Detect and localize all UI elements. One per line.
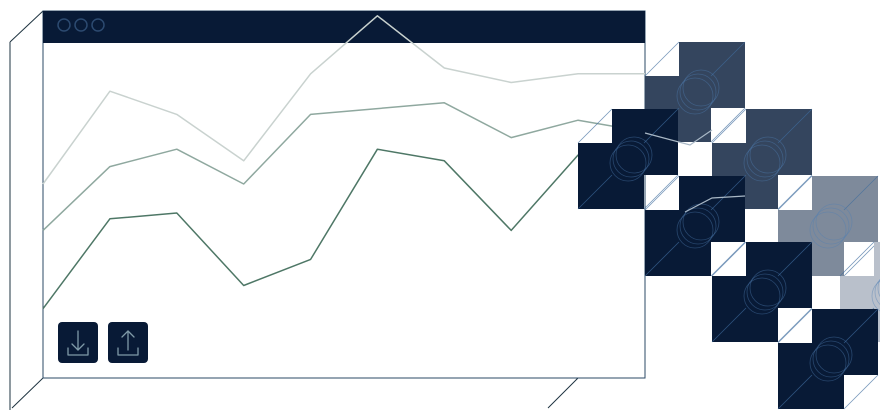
cube-ring xyxy=(749,269,787,307)
chart-line-1 xyxy=(42,15,645,185)
cube-ring xyxy=(743,144,781,182)
cube-edges xyxy=(644,175,746,277)
cube-edges xyxy=(839,241,875,343)
maximize-dot[interactable] xyxy=(91,18,105,32)
cube-ring xyxy=(676,211,714,249)
cube-ring xyxy=(682,69,720,107)
cube-ring xyxy=(612,140,650,178)
cube-4 xyxy=(644,175,746,277)
download-icon xyxy=(67,330,89,356)
cube-edges xyxy=(777,308,879,410)
window-titlebar xyxy=(43,11,645,43)
window-frame xyxy=(42,10,646,379)
cube-ring xyxy=(749,136,787,174)
cube-ring xyxy=(815,203,853,241)
cube-ring xyxy=(877,278,880,298)
cube-edges xyxy=(711,241,813,343)
line-chart xyxy=(42,15,646,310)
cube-2 xyxy=(577,108,679,210)
cube-ring xyxy=(676,77,714,115)
cube-ring xyxy=(812,207,850,245)
upload-icon xyxy=(117,330,139,356)
cube-ring xyxy=(679,73,717,111)
cube-8 xyxy=(777,308,879,410)
cube-edges xyxy=(711,108,813,210)
cube-ring xyxy=(743,277,781,315)
cube-ring xyxy=(874,278,880,306)
cube-ring xyxy=(615,136,653,174)
cube-edges xyxy=(644,41,746,143)
upload-button[interactable] xyxy=(108,322,148,363)
cube-ring xyxy=(871,280,880,312)
cube-edges xyxy=(777,175,879,277)
chart-line-2 xyxy=(42,102,646,231)
cube-ring xyxy=(815,336,853,374)
window-controls xyxy=(57,18,105,32)
close-dot[interactable] xyxy=(57,18,71,32)
cube-stack xyxy=(577,41,880,410)
cube-ring xyxy=(679,207,717,245)
minimize-dot[interactable] xyxy=(74,18,88,32)
cube-ring xyxy=(746,140,784,178)
cube-chart-fragment xyxy=(684,195,746,213)
cube-back-face xyxy=(874,242,880,308)
cube-edges xyxy=(577,108,679,210)
cube-6 xyxy=(711,241,813,343)
cube-ring xyxy=(809,344,847,382)
cube-ring xyxy=(746,273,784,311)
cube-ring xyxy=(812,340,850,378)
download-button[interactable] xyxy=(58,322,98,363)
cube-chart-fragment xyxy=(644,129,713,146)
cube-ring xyxy=(609,144,647,182)
chart-line-3 xyxy=(42,148,646,310)
window-depth-edges xyxy=(9,10,579,410)
cube-ring xyxy=(809,211,847,249)
